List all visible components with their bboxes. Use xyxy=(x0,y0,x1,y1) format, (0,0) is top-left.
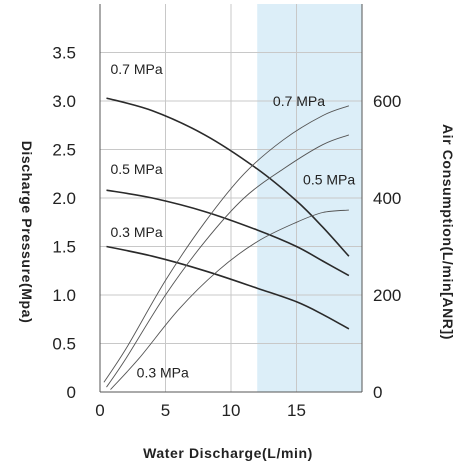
y-tick-label: 3.0 xyxy=(52,92,76,111)
y-axis-title: Discharge Pressure(Mpa) xyxy=(19,141,35,324)
y-tick-label: 1.0 xyxy=(52,286,76,305)
pressure-label-0.3: 0.3 MPa xyxy=(110,224,162,240)
y2-tick-label: 600 xyxy=(373,92,401,111)
x-tick-label: 15 xyxy=(287,401,306,420)
pressure-curve xyxy=(106,97,350,257)
y-tick-label: 0.5 xyxy=(52,335,76,354)
pressure-label-0.7: 0.7 MPa xyxy=(110,61,162,77)
air-consumption-curve xyxy=(110,209,349,390)
air-label-0.3: 0.3 MPa xyxy=(137,364,189,380)
y-tick-label: 2.0 xyxy=(52,189,76,208)
pressure-curve xyxy=(106,245,350,330)
series-layer xyxy=(103,97,350,390)
x-tick-label: 10 xyxy=(222,401,241,420)
air-consumption-curve xyxy=(106,134,350,388)
x-tick-label: 0 xyxy=(95,401,104,420)
pressure-label-0.5: 0.5 MPa xyxy=(110,161,162,177)
y-tick-label: 3.5 xyxy=(52,44,76,63)
y2-tick-label: 400 xyxy=(373,189,401,208)
series-label-layer: 0.7 MPa 0.5 MPa 0.3 MPa 0.7 MPa 0.5 MPa 0.3 M… xyxy=(110,61,355,381)
air-label-0.5: 0.5 MPa xyxy=(303,171,355,187)
x-axis-title: Water Discharge(L/min) xyxy=(143,445,313,461)
pressure-curve xyxy=(106,189,350,277)
y2-axis-title: Air Consumption(L/min[ANR]) xyxy=(440,124,456,340)
y-tick-label: 1.5 xyxy=(52,238,76,257)
grid-layer xyxy=(100,4,362,392)
y2-tick-label: 0 xyxy=(373,383,382,402)
tick-label-layer: 0 5 10 15 0 0.5 1.0 1.5 2.0 2.5 3.0 3.5 0 200 400 600 xyxy=(52,44,401,421)
air-label-0.7: 0.7 MPa xyxy=(273,93,325,109)
y2-tick-label: 200 xyxy=(373,286,401,305)
plot-frame-layer xyxy=(99,4,363,393)
air-consumption-curve xyxy=(103,105,350,383)
y-tick-label: 2.5 xyxy=(52,141,76,160)
y-tick-label: 0 xyxy=(67,383,76,402)
x-tick-label: 5 xyxy=(161,401,170,420)
